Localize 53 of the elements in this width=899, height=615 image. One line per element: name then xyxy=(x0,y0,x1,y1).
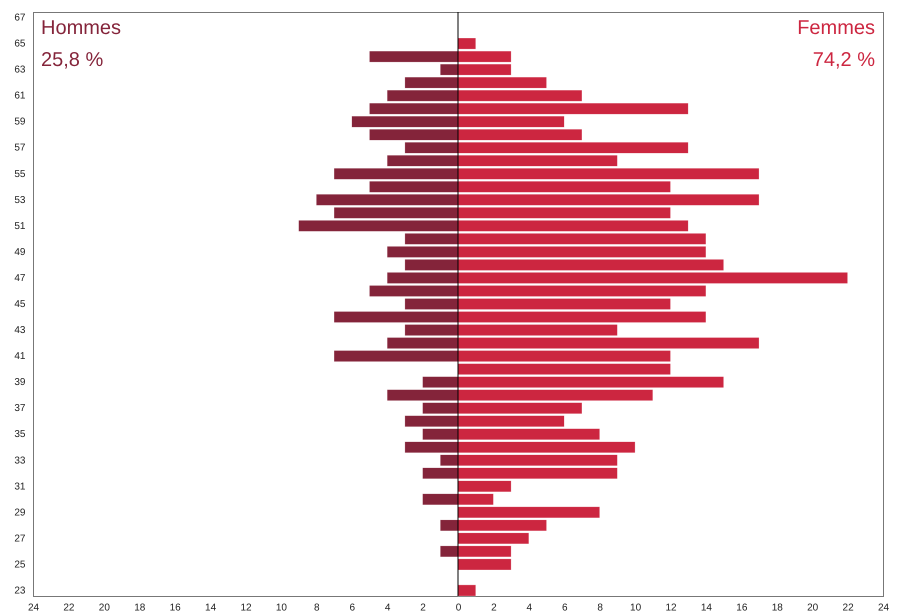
y-tick-label: 45 xyxy=(14,299,26,310)
x-tick-label: 4 xyxy=(384,602,391,614)
y-tick-label: 53 xyxy=(14,194,26,206)
x-tick-label: 12 xyxy=(240,602,252,614)
x-tick-label: 20 xyxy=(807,602,819,614)
x-tick-label: 24 xyxy=(878,602,890,614)
x-tick-label: 22 xyxy=(63,602,75,614)
x-tick-label: 18 xyxy=(134,602,146,614)
y-tick-label: 61 xyxy=(14,90,26,102)
text: Hommes xyxy=(41,17,122,39)
y-tick-label: 57 xyxy=(14,142,26,154)
x-tick-label: 4 xyxy=(526,602,533,614)
y-tick-label: 47 xyxy=(14,272,26,284)
x-tick-label: 6 xyxy=(562,602,568,614)
y-tick-label: 43 xyxy=(14,325,26,336)
y-tick-label: 31 xyxy=(14,481,26,492)
x-tick-label: 0 xyxy=(456,602,462,614)
y-tick-label: 25 xyxy=(14,559,26,570)
x-tick-label: 14 xyxy=(205,602,217,614)
y-tick-label: 41 xyxy=(14,351,26,362)
x-tick-label: 12 xyxy=(665,602,677,614)
x-tick-label: 2 xyxy=(420,602,426,614)
annotation: 74,2 % xyxy=(812,49,876,71)
x-tick-label: 8 xyxy=(597,602,604,614)
y-tick-label: 63 xyxy=(14,64,26,76)
y-tick-label: 51 xyxy=(14,220,26,232)
x-tick-label: 10 xyxy=(630,602,642,614)
x-tick-label: 20 xyxy=(98,602,110,614)
y-tick-label: 35 xyxy=(14,429,26,440)
x-tick-label: 22 xyxy=(842,602,854,614)
x-tick-label: 14 xyxy=(700,602,712,614)
text: Femmes xyxy=(797,17,875,39)
x-tick-label: 16 xyxy=(736,602,748,614)
y-tick-label: 23 xyxy=(14,585,26,596)
y-tick-label: 33 xyxy=(14,455,26,466)
y-tick-label: 59 xyxy=(14,116,26,128)
y-tick-label: 49 xyxy=(14,246,26,258)
annotation: 25,8 % xyxy=(41,49,104,71)
x-tick-label: 6 xyxy=(349,602,356,614)
y-tick-label: 67 xyxy=(14,12,26,24)
x-tick-label: 18 xyxy=(772,602,784,614)
y-tick-label: 39 xyxy=(14,377,26,388)
x-tick-label: 10 xyxy=(276,602,288,614)
y-tick-label: 65 xyxy=(14,38,26,50)
x-tick-label: 2 xyxy=(491,602,498,614)
x-tick-label: 24 xyxy=(28,602,40,614)
x-tick-label: 8 xyxy=(314,602,320,614)
y-tick-label: 37 xyxy=(14,403,26,414)
bar xyxy=(458,584,476,596)
x-tick-label: 16 xyxy=(170,602,182,614)
y-tick-label: 29 xyxy=(14,507,26,518)
y-tick-label: 55 xyxy=(14,168,26,180)
y-tick-label: 27 xyxy=(14,533,26,544)
